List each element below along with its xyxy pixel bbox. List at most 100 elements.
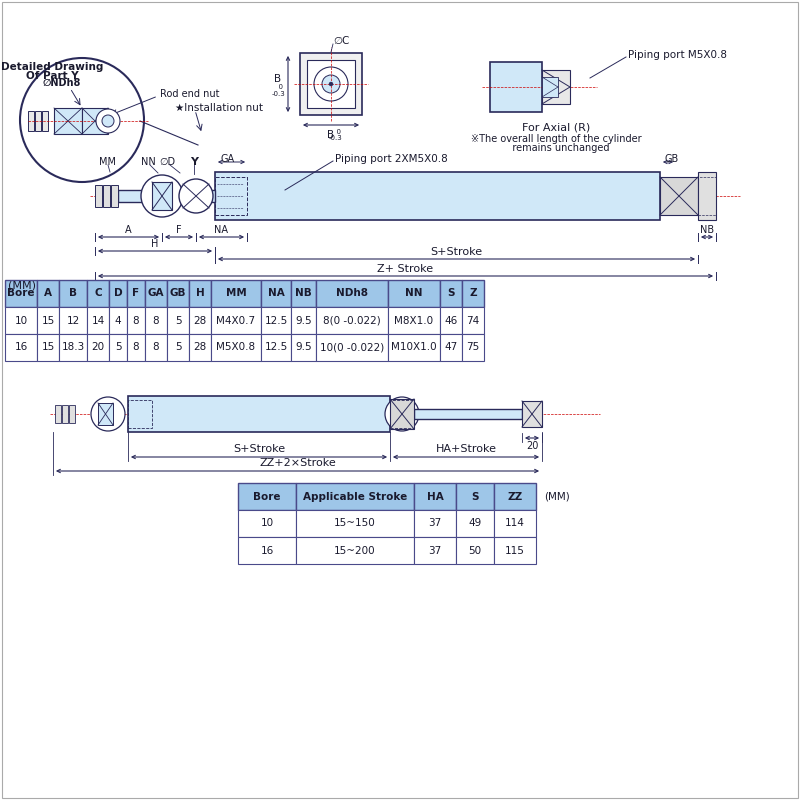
- Text: S+Stroke: S+Stroke: [233, 444, 285, 454]
- Bar: [390, 399, 414, 429]
- Bar: [462, 334, 484, 361]
- Text: 8(0 -0.022): 8(0 -0.022): [323, 315, 381, 326]
- Text: 10: 10: [14, 315, 27, 326]
- Bar: [95, 185, 102, 207]
- Bar: [316, 280, 388, 307]
- Text: -0.3: -0.3: [329, 135, 343, 141]
- Bar: [291, 334, 316, 361]
- Circle shape: [102, 115, 114, 127]
- Text: 14: 14: [91, 315, 105, 326]
- Text: 15~150: 15~150: [334, 518, 376, 529]
- Bar: [440, 334, 462, 361]
- Text: 74: 74: [466, 315, 480, 326]
- Bar: [660, 177, 698, 215]
- Text: ZZ+2×Stroke: ZZ+2×Stroke: [259, 458, 336, 468]
- Text: 9.5: 9.5: [295, 342, 312, 353]
- Bar: [698, 172, 716, 220]
- Bar: [261, 280, 291, 307]
- Text: 18.3: 18.3: [62, 342, 85, 353]
- Bar: [542, 70, 570, 104]
- Text: 37: 37: [428, 518, 442, 529]
- Text: 75: 75: [466, 342, 480, 353]
- Bar: [440, 307, 462, 334]
- Bar: [118, 190, 215, 202]
- Circle shape: [322, 75, 340, 93]
- Text: For Axial (R): For Axial (R): [522, 123, 590, 133]
- Text: Piping port 2XM5X0.8: Piping port 2XM5X0.8: [335, 154, 448, 164]
- Text: remains unchanged: remains unchanged: [502, 143, 610, 153]
- Text: 15~200: 15~200: [334, 546, 376, 555]
- Text: H: H: [151, 239, 158, 249]
- Bar: [189, 280, 211, 307]
- Bar: [87, 280, 109, 307]
- Bar: [111, 185, 118, 207]
- Bar: [152, 182, 172, 210]
- Bar: [37, 334, 59, 361]
- Text: 20: 20: [91, 342, 105, 353]
- Bar: [167, 280, 189, 307]
- Bar: [494, 510, 536, 537]
- Bar: [59, 334, 87, 361]
- Bar: [414, 510, 456, 537]
- Text: 49: 49: [468, 518, 482, 529]
- Text: Detailed Drawing: Detailed Drawing: [1, 62, 103, 72]
- Bar: [296, 510, 414, 537]
- Text: Y: Y: [190, 157, 198, 167]
- Circle shape: [96, 109, 120, 133]
- Bar: [456, 510, 494, 537]
- Bar: [54, 108, 82, 134]
- Text: M8X1.0: M8X1.0: [394, 315, 434, 326]
- Text: MM: MM: [99, 157, 117, 167]
- Bar: [42, 111, 48, 131]
- Bar: [300, 53, 362, 115]
- Text: 8: 8: [153, 315, 159, 326]
- Text: 47: 47: [444, 342, 458, 353]
- Text: -0.3: -0.3: [272, 91, 286, 97]
- Circle shape: [385, 397, 419, 431]
- Text: 5: 5: [174, 315, 182, 326]
- Bar: [189, 334, 211, 361]
- Bar: [127, 307, 145, 334]
- Text: 0: 0: [331, 129, 341, 135]
- Text: B: B: [327, 130, 334, 140]
- Text: 5: 5: [174, 342, 182, 353]
- Bar: [127, 334, 145, 361]
- Text: B: B: [274, 74, 282, 84]
- Bar: [28, 111, 34, 131]
- Text: B: B: [69, 289, 77, 298]
- Text: 15: 15: [42, 315, 54, 326]
- Bar: [238, 510, 296, 537]
- Text: 28: 28: [194, 342, 206, 353]
- Text: S: S: [447, 289, 454, 298]
- Text: 50: 50: [469, 546, 482, 555]
- Bar: [103, 185, 110, 207]
- Bar: [109, 334, 127, 361]
- Bar: [494, 537, 536, 564]
- Text: Bore: Bore: [7, 289, 34, 298]
- Text: 115: 115: [505, 546, 525, 555]
- Bar: [542, 77, 558, 97]
- Bar: [215, 172, 660, 220]
- Text: M10X1.0: M10X1.0: [391, 342, 437, 353]
- Text: GA: GA: [221, 154, 235, 164]
- Circle shape: [314, 67, 348, 101]
- Text: NN: NN: [141, 157, 155, 167]
- Bar: [490, 62, 542, 112]
- Text: 37: 37: [428, 546, 442, 555]
- Bar: [238, 537, 296, 564]
- Bar: [307, 60, 355, 108]
- Text: C: C: [94, 289, 102, 298]
- Bar: [316, 307, 388, 334]
- Bar: [109, 307, 127, 334]
- Text: ∅C: ∅C: [333, 36, 350, 46]
- Bar: [388, 280, 440, 307]
- Bar: [388, 307, 440, 334]
- Bar: [128, 400, 152, 428]
- Text: ∅NDh8: ∅NDh8: [43, 78, 81, 88]
- Bar: [316, 334, 388, 361]
- Bar: [211, 280, 261, 307]
- Text: 9.5: 9.5: [295, 315, 312, 326]
- Bar: [388, 334, 440, 361]
- Bar: [59, 280, 87, 307]
- Bar: [5, 307, 37, 334]
